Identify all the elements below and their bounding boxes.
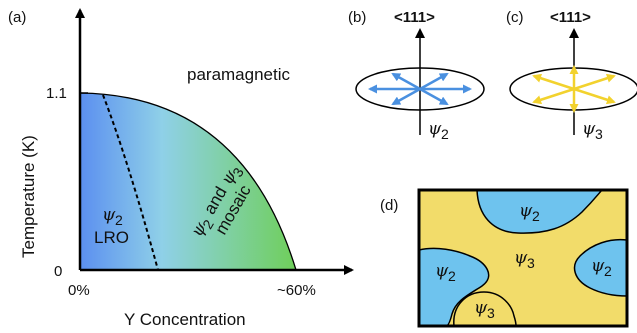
mosaic-frame — [417, 188, 629, 328]
svg-text:ψ: ψ — [474, 298, 488, 318]
domain-left-psi2 — [419, 247, 490, 326]
lro-psi-subscript: 2 — [115, 212, 123, 228]
lro-psi-symbol: ψ — [102, 205, 116, 225]
panel-b-direction: <111> — [394, 9, 435, 26]
domain-label-center: ψ 3 — [514, 248, 535, 271]
spin-arrow-upright — [419, 72, 449, 91]
y-tick-label-zero: 0 — [54, 263, 62, 280]
x-tick-label-left: 0% — [68, 282, 90, 299]
panel-c: (c) <111> ψ 3 — [506, 9, 637, 142]
svg-text:3: 3 — [487, 305, 495, 321]
svg-text:ψ: ψ — [591, 256, 605, 276]
lro-text: LRO — [94, 228, 129, 247]
y-axis-title: Temperature (K) — [19, 135, 38, 258]
domain-top-psi2 — [476, 190, 604, 234]
domain-label-top: ψ 2 — [519, 201, 540, 224]
svg-text:2: 2 — [604, 263, 612, 279]
x-tick-label-right: ~60% — [277, 282, 316, 299]
panel-c-label: (c) — [506, 9, 524, 26]
domain-label-bottom: ψ 3 — [474, 298, 495, 321]
panel-c-sub: 3 — [595, 126, 603, 142]
spin-arrow-downleft — [532, 87, 575, 105]
panel-b-psi: ψ — [428, 119, 442, 139]
spin-arrow-upleft — [391, 72, 421, 91]
panel-c-spin-arrows — [532, 65, 616, 113]
spin-arrow-upleft — [532, 73, 575, 91]
x-axis-title: Y Concentration — [124, 310, 246, 329]
spin-arrow-downright — [419, 87, 449, 106]
panel-b-label: (b) — [348, 9, 366, 26]
panel-b-ellipse — [355, 67, 485, 111]
phase-region-fill — [80, 93, 296, 270]
panel-d-label: (d) — [380, 197, 398, 214]
svg-text:ψ: ψ — [514, 248, 528, 268]
domain-bottom-psi3 — [453, 291, 517, 326]
domain-label-left: ψ 2 — [435, 261, 456, 284]
panel-a: (a) 1.1 0 0% ~60% Temperature (K) Y Conc… — [8, 8, 354, 329]
panel-a-label: (a) — [8, 9, 26, 26]
panel-b-sub: 2 — [441, 126, 449, 142]
panel-c-psi: ψ — [582, 119, 596, 139]
spin-arrow-downleft — [391, 87, 421, 106]
y-tick-label-top: 1.1 — [46, 85, 67, 102]
svg-text:2: 2 — [532, 208, 540, 224]
spin-arrow-upright — [573, 73, 616, 91]
spin-arrow-downright — [573, 87, 616, 105]
panel-d: (d) ψ 2 ψ 3 ψ 2 ψ 2 ψ 3 — [380, 188, 629, 328]
region-label-lro: ψ 2 LRO — [94, 205, 129, 247]
panel-b: (b) <111> ψ 2 — [348, 9, 485, 142]
svg-text:2: 2 — [448, 268, 456, 284]
domain-right-psi2 — [573, 238, 627, 297]
domain-label-right: ψ 2 — [591, 256, 612, 279]
svg-text:ψ: ψ — [435, 261, 449, 281]
phase-boundary-curve — [79, 92, 297, 271]
region-label-paramagnetic: paramagnetic — [187, 65, 291, 84]
panel-b-spin-arrows — [368, 72, 472, 106]
lro-boundary-dashed — [102, 94, 159, 271]
svg-text:3: 3 — [527, 255, 535, 271]
panel-c-direction: <111> — [550, 9, 591, 26]
svg-text:ψ: ψ — [519, 201, 533, 221]
